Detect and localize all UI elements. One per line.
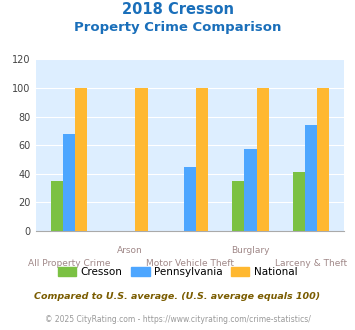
Bar: [317, 88, 329, 231]
Text: 2018 Cresson: 2018 Cresson: [121, 2, 234, 16]
Bar: [232, 181, 245, 231]
Text: Property Crime Comparison: Property Crime Comparison: [74, 21, 281, 34]
Text: Larceny & Theft: Larceny & Theft: [275, 259, 347, 268]
Bar: [75, 88, 87, 231]
Bar: [184, 167, 196, 231]
Text: Motor Vehicle Theft: Motor Vehicle Theft: [146, 259, 234, 268]
Bar: [293, 172, 305, 231]
Bar: [196, 88, 208, 231]
Bar: [63, 134, 75, 231]
Bar: [245, 149, 257, 231]
Bar: [305, 125, 317, 231]
Text: Compared to U.S. average. (U.S. average equals 100): Compared to U.S. average. (U.S. average …: [34, 292, 321, 301]
Bar: [135, 88, 148, 231]
Text: All Property Crime: All Property Crime: [28, 259, 110, 268]
Bar: [51, 181, 63, 231]
Text: © 2025 CityRating.com - https://www.cityrating.com/crime-statistics/: © 2025 CityRating.com - https://www.city…: [45, 315, 310, 324]
Legend: Cresson, Pennsylvania, National: Cresson, Pennsylvania, National: [54, 263, 301, 281]
Text: Burglary: Burglary: [231, 246, 270, 255]
Bar: [257, 88, 269, 231]
Text: Arson: Arson: [116, 246, 142, 255]
